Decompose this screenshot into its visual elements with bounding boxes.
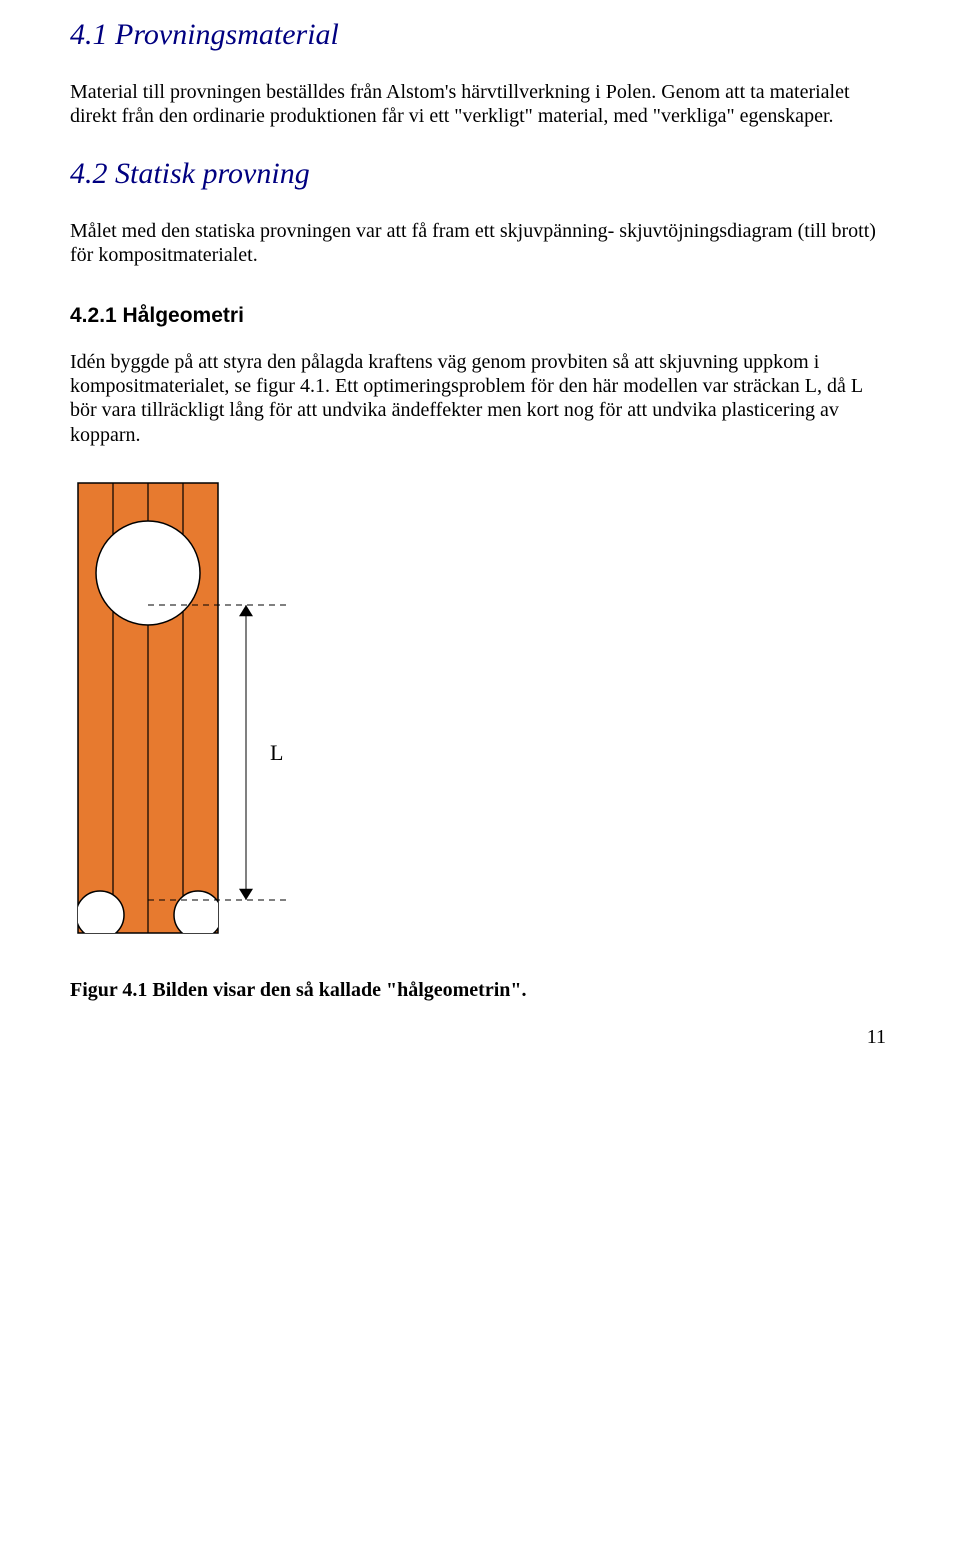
section-4-2-paragraph: Målet med den statiska provningen var at… [70, 219, 890, 268]
section-4-1-heading: 4.1 Provningsmaterial [70, 18, 890, 52]
section-4-2-1-paragraph: Idén byggde på att styra den pålagda kra… [70, 350, 890, 448]
figure-4-1: L [70, 475, 890, 945]
page-number: 11 [70, 1026, 890, 1049]
hole-geometry-diagram: L [70, 475, 390, 945]
section-4-2-heading: 4.2 Statisk provning [70, 157, 890, 191]
section-4-1-paragraph: Material till provningen beställdes från… [70, 80, 890, 129]
figure-4-1-caption: Figur 4.1 Bilden visar den så kallade "h… [70, 979, 890, 1002]
dimension-label-L: L [270, 740, 283, 765]
section-4-2-1-heading: 4.2.1 Hålgeometri [70, 304, 890, 328]
